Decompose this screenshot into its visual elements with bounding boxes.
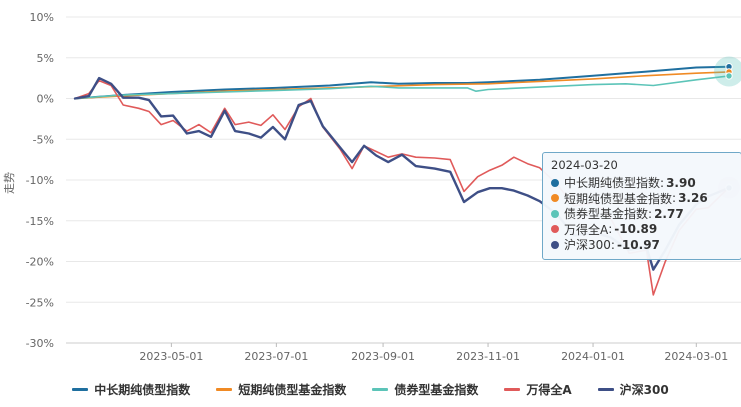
legend-item-series-1[interactable]: 短期纯债型基金指数 xyxy=(216,381,346,398)
tooltip-series-name: 中长期纯债型指数 xyxy=(564,176,661,191)
legend-swatch xyxy=(372,387,389,391)
y-tick-label: 0% xyxy=(37,93,54,106)
legend-swatch xyxy=(597,387,614,391)
tooltip-value: 2.77 xyxy=(654,206,684,221)
legend: 中长期纯债型指数 短期纯债型基金指数 债券型基金指数 万得全A 沪深300 xyxy=(0,376,741,402)
legend-label: 沪深300 xyxy=(619,382,669,397)
tooltip-row: 中长期纯债型指数: 3.90 xyxy=(551,175,733,191)
grid-lines xyxy=(66,16,741,344)
legend-swatch xyxy=(216,387,233,391)
y-tick-label: 5% xyxy=(37,52,54,65)
hover-point xyxy=(725,72,733,80)
series-line-1 xyxy=(74,71,730,100)
y-tick-label: -25% xyxy=(26,296,54,309)
tooltip-series-name: 短期纯债型基金指数 xyxy=(564,191,673,206)
x-tick-label: 2024-03-01 xyxy=(664,350,728,363)
y-axis-label: 走势 xyxy=(3,172,16,194)
axes: 10% 5% 0% -5% -10% -15% -20% -25% -30% 2023-05-01… xyxy=(26,11,729,363)
tooltip-dot xyxy=(551,240,559,249)
tooltip-series-name: 沪深300 xyxy=(564,238,611,253)
y-tick-label: 10% xyxy=(30,11,54,24)
tooltip-row: 沪深300: -10.97 xyxy=(551,237,733,253)
legend-item-series-3[interactable]: 万得全A xyxy=(504,381,572,398)
legend-swatch xyxy=(72,387,89,391)
tooltip-dot xyxy=(551,225,559,234)
x-tick-label: 2023-05-01 xyxy=(139,350,203,363)
tooltip-date: 2024-03-20 xyxy=(551,158,618,172)
legend-item-series-2[interactable]: 债券型基金指数 xyxy=(372,381,478,398)
series-line-0 xyxy=(74,65,730,100)
tooltip-row: 万得全A: -10.89 xyxy=(551,222,733,238)
x-tick-label: 2023-07-01 xyxy=(244,350,308,363)
tooltip-series-name: 债券型基金指数 xyxy=(564,207,649,222)
legend-swatch xyxy=(504,387,521,391)
legend-item-series-4[interactable]: 沪深300 xyxy=(597,381,669,398)
legend-label: 短期纯债型基金指数 xyxy=(238,382,347,397)
legend-item-series-0[interactable]: 中长期纯债型指数 xyxy=(72,381,190,398)
y-tick-label: -10% xyxy=(26,174,54,187)
tooltip-row: 债券型基金指数: 2.77 xyxy=(551,206,733,222)
tooltip-dot xyxy=(551,194,559,203)
legend-label: 中长期纯债型指数 xyxy=(94,382,191,397)
y-tick-label: -15% xyxy=(26,215,54,228)
tooltip-value: 3.90 xyxy=(666,175,696,190)
tooltip-value: 3.26 xyxy=(678,191,708,206)
tooltip-dot xyxy=(551,209,559,218)
x-tick-label: 2024-01-01 xyxy=(561,350,625,363)
tooltip-row: 短期纯债型基金指数: 3.26 xyxy=(551,191,733,207)
tooltip-value: -10.97 xyxy=(616,237,660,252)
y-tick-label: -5% xyxy=(33,133,54,146)
tooltip: 2024-03-20 中长期纯债型指数: 3.90 短期纯债型基金指数: 3.2… xyxy=(542,152,741,260)
x-tick-label: 2023-11-01 xyxy=(456,350,520,363)
tooltip-value: -10.89 xyxy=(614,222,658,237)
tooltip-dot xyxy=(551,178,559,187)
series-line-2 xyxy=(74,75,730,100)
legend-label: 万得全A xyxy=(526,382,572,397)
y-tick-label: -20% xyxy=(26,256,54,269)
tooltip-series-name: 万得全A xyxy=(564,222,609,237)
x-tick-label: 2023-09-01 xyxy=(351,350,415,363)
y-tick-label: -30% xyxy=(26,337,54,350)
legend-label: 债券型基金指数 xyxy=(394,382,479,397)
